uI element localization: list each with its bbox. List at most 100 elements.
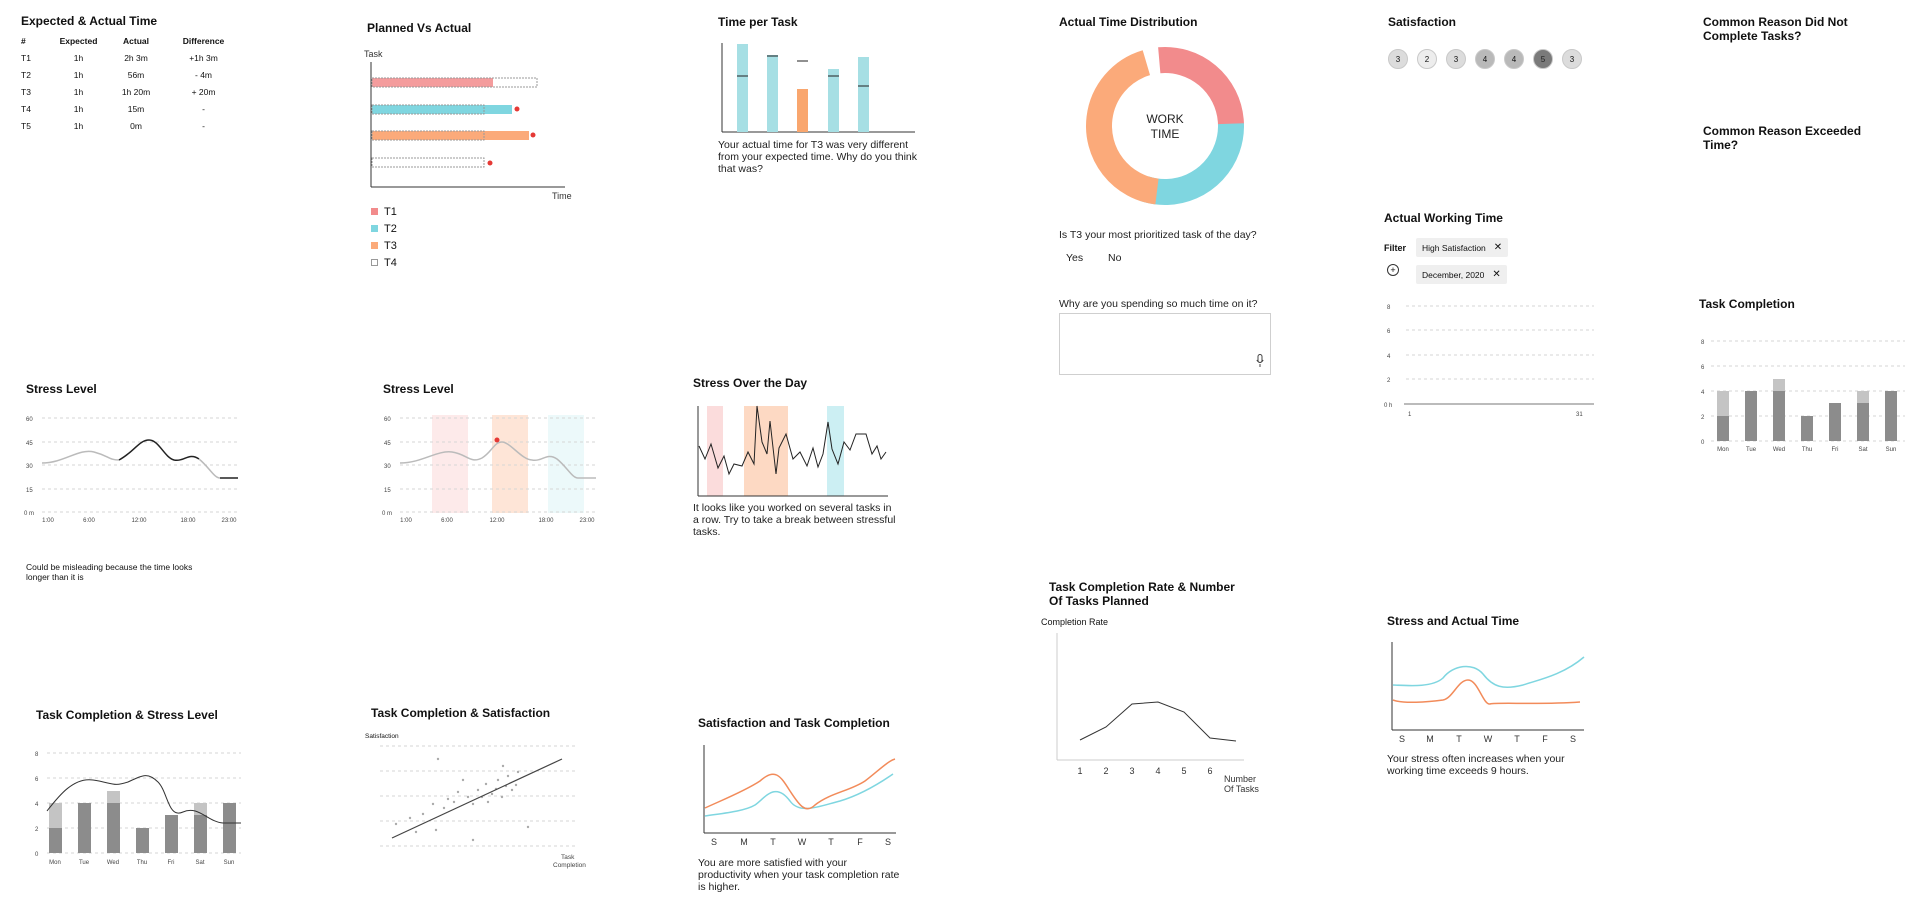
- x-tick: Tue: [1746, 447, 1757, 453]
- y-axis-label: Task: [364, 49, 383, 59]
- x-tick: T: [1456, 734, 1462, 744]
- time-per-task-chart: [721, 43, 915, 133]
- satisfaction-dot[interactable]: 4: [1504, 49, 1524, 69]
- x-tick: Sun: [1886, 447, 1897, 453]
- overrun-marker: [530, 132, 536, 138]
- stress-level-chart: 60 45 30 15 0 m 1:00 6:00 12:00 18:00 23…: [24, 417, 240, 524]
- col-header: #: [21, 35, 26, 46]
- x-tick: Fri: [168, 860, 175, 866]
- chart-mark: [466, 795, 470, 799]
- satisfaction-dot[interactable]: 4: [1475, 49, 1495, 69]
- chart-mark: [380, 745, 578, 847]
- chart-mark: [1829, 403, 1841, 441]
- cell: 1h: [73, 86, 84, 97]
- y-tick: 45: [26, 441, 33, 447]
- working-time-title: Actual Working Time: [1384, 211, 1503, 225]
- stress-line: [1392, 656, 1585, 688]
- chart-mark: [1885, 391, 1897, 441]
- x-tick: 5: [1181, 766, 1186, 776]
- cell: -: [202, 120, 205, 131]
- y-tick: 30: [384, 464, 391, 470]
- x-tick: M: [740, 837, 748, 847]
- x-tick: W: [1484, 734, 1493, 744]
- filter-chip[interactable]: High Satisfaction ✕: [1416, 238, 1509, 257]
- satisfaction-line: [704, 758, 896, 810]
- x-tick: M: [1426, 734, 1434, 744]
- legend-label: T4: [384, 256, 397, 269]
- chart-mark: [394, 822, 398, 826]
- chart-mark: [1857, 391, 1869, 403]
- stress-line: [698, 405, 887, 476]
- task-band: [432, 415, 468, 513]
- x-tick: Tue: [79, 860, 90, 866]
- x-axis-label: Completion: [553, 862, 586, 869]
- x-tick: 1: [1408, 412, 1412, 418]
- chart-mark: [1717, 391, 1897, 441]
- filter-chip[interactable]: December, 2020 ✕: [1416, 265, 1507, 284]
- chart-mark: [1857, 403, 1869, 441]
- cell: -: [202, 103, 205, 114]
- close-icon[interactable]: ✕: [1492, 269, 1501, 280]
- close-icon[interactable]: ✕: [1493, 242, 1503, 253]
- bar-t1-planned: [371, 77, 538, 88]
- y-tick: 6: [1701, 365, 1705, 371]
- cell: 2h 3m: [124, 52, 148, 63]
- x-tick: Mon: [1717, 447, 1729, 453]
- x-tick: S: [1399, 734, 1405, 744]
- planned-actual-title: Planned Vs Actual: [367, 21, 472, 35]
- tc-sat-y-label: Satisfaction: [365, 733, 399, 740]
- completion-rate-chart: 1 2 3 4 5 6 Number Of Tasks: [1056, 633, 1259, 794]
- x-tick: Sat: [1858, 447, 1867, 453]
- chart-mark: [49, 791, 207, 828]
- completion-rate-y-label: Completion Rate: [1041, 617, 1109, 627]
- satisfaction-dot[interactable]: 2: [1417, 49, 1437, 69]
- cell: 56m: [127, 69, 145, 80]
- y-tick: 15: [384, 488, 391, 494]
- chart-mark: [490, 792, 494, 796]
- yes-button[interactable]: Yes: [1066, 252, 1084, 264]
- x-tick: 6:00: [441, 518, 453, 524]
- add-filter-icon[interactable]: +: [1387, 264, 1399, 276]
- chart-mark: [78, 803, 91, 853]
- x-tick: F: [857, 837, 863, 847]
- chart-mark: [1717, 416, 1729, 441]
- answer-textarea[interactable]: [1059, 313, 1271, 375]
- x-axis-label: Time: [552, 191, 572, 201]
- no-button[interactable]: No: [1108, 252, 1122, 264]
- stress-level-2-chart: 60 45 30 15 0 m 1:00 6:00 12:00 18:00 23…: [382, 415, 598, 524]
- chart-mark: [107, 803, 120, 853]
- cell: 1h: [73, 69, 84, 80]
- chart-mark: [42, 417, 240, 513]
- x-tick: 31: [1576, 412, 1583, 418]
- bar: [737, 44, 748, 132]
- legend-label: T2: [384, 222, 397, 235]
- stress-line: [399, 441, 596, 479]
- satisfaction-dot[interactable]: 3: [1562, 49, 1582, 69]
- chart-mark: [500, 795, 504, 799]
- time-per-task-title: Time per Task: [718, 15, 798, 29]
- chart-mark: [49, 828, 62, 853]
- x-tick: 6:00: [83, 518, 95, 524]
- y-tick: 0 h: [1384, 403, 1392, 409]
- chart-mark: [434, 828, 438, 832]
- chart-mark: [526, 825, 530, 829]
- satisfaction-dot[interactable]: 3: [1388, 49, 1408, 69]
- chart-mark: [421, 812, 425, 816]
- chart-mark: [484, 782, 488, 786]
- stress-actual-chart: S M T W T F S: [1391, 642, 1585, 744]
- satisfaction-dot[interactable]: 5: [1533, 49, 1553, 69]
- y-tick: 0: [1701, 440, 1705, 446]
- sat-tc-chart: S M T W T F S: [703, 745, 896, 847]
- bar-t1-actual: [372, 78, 493, 87]
- chip-label: December, 2020: [1422, 269, 1485, 280]
- satisfaction-scale: 3 2 3 4 4 5 3: [1388, 49, 1582, 69]
- chart-mark: [496, 778, 500, 782]
- col-header: Actual: [123, 35, 149, 46]
- y-tick: 0: [35, 852, 39, 858]
- bar: [828, 69, 839, 132]
- satisfaction-dot[interactable]: 3: [1446, 49, 1466, 69]
- y-tick: 4: [1387, 354, 1391, 360]
- y-tick: 60: [26, 417, 33, 423]
- microphone-icon[interactable]: [1256, 354, 1264, 368]
- chart-mark: [456, 790, 460, 794]
